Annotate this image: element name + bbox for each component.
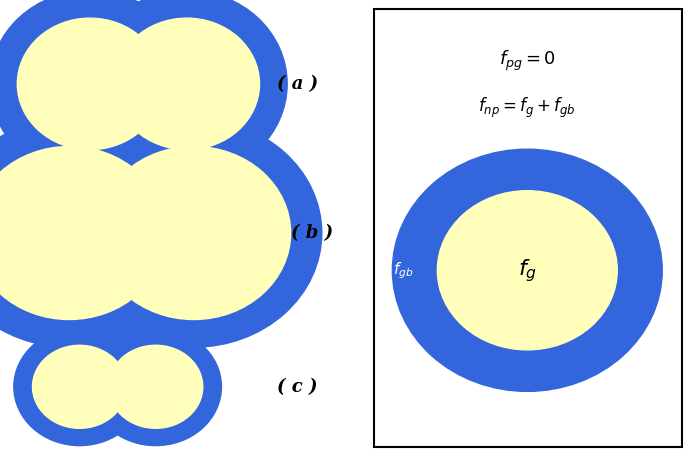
Ellipse shape bbox=[86, 0, 287, 177]
Ellipse shape bbox=[109, 345, 203, 428]
Text: ( b ): ( b ) bbox=[291, 224, 333, 242]
FancyBboxPatch shape bbox=[374, 9, 682, 447]
Ellipse shape bbox=[0, 0, 190, 177]
Text: $f_{np} = f_g + f_{gb}$: $f_{np} = f_g + f_{gb}$ bbox=[478, 96, 576, 120]
Ellipse shape bbox=[0, 119, 197, 347]
Text: $f_g$: $f_g$ bbox=[518, 257, 537, 284]
Ellipse shape bbox=[14, 328, 145, 445]
Ellipse shape bbox=[90, 328, 221, 445]
Ellipse shape bbox=[114, 18, 260, 150]
Ellipse shape bbox=[33, 345, 127, 428]
Text: $f_{gb}$: $f_{gb}$ bbox=[392, 260, 413, 281]
Ellipse shape bbox=[437, 191, 617, 350]
Text: ( c ): ( c ) bbox=[277, 378, 318, 396]
Text: ( a ): ( a ) bbox=[277, 75, 318, 93]
Ellipse shape bbox=[392, 149, 662, 391]
Ellipse shape bbox=[66, 119, 322, 347]
Ellipse shape bbox=[0, 146, 166, 320]
Ellipse shape bbox=[17, 18, 163, 150]
Ellipse shape bbox=[97, 146, 291, 320]
Text: $f_{pg} = 0$: $f_{pg} = 0$ bbox=[499, 49, 556, 73]
